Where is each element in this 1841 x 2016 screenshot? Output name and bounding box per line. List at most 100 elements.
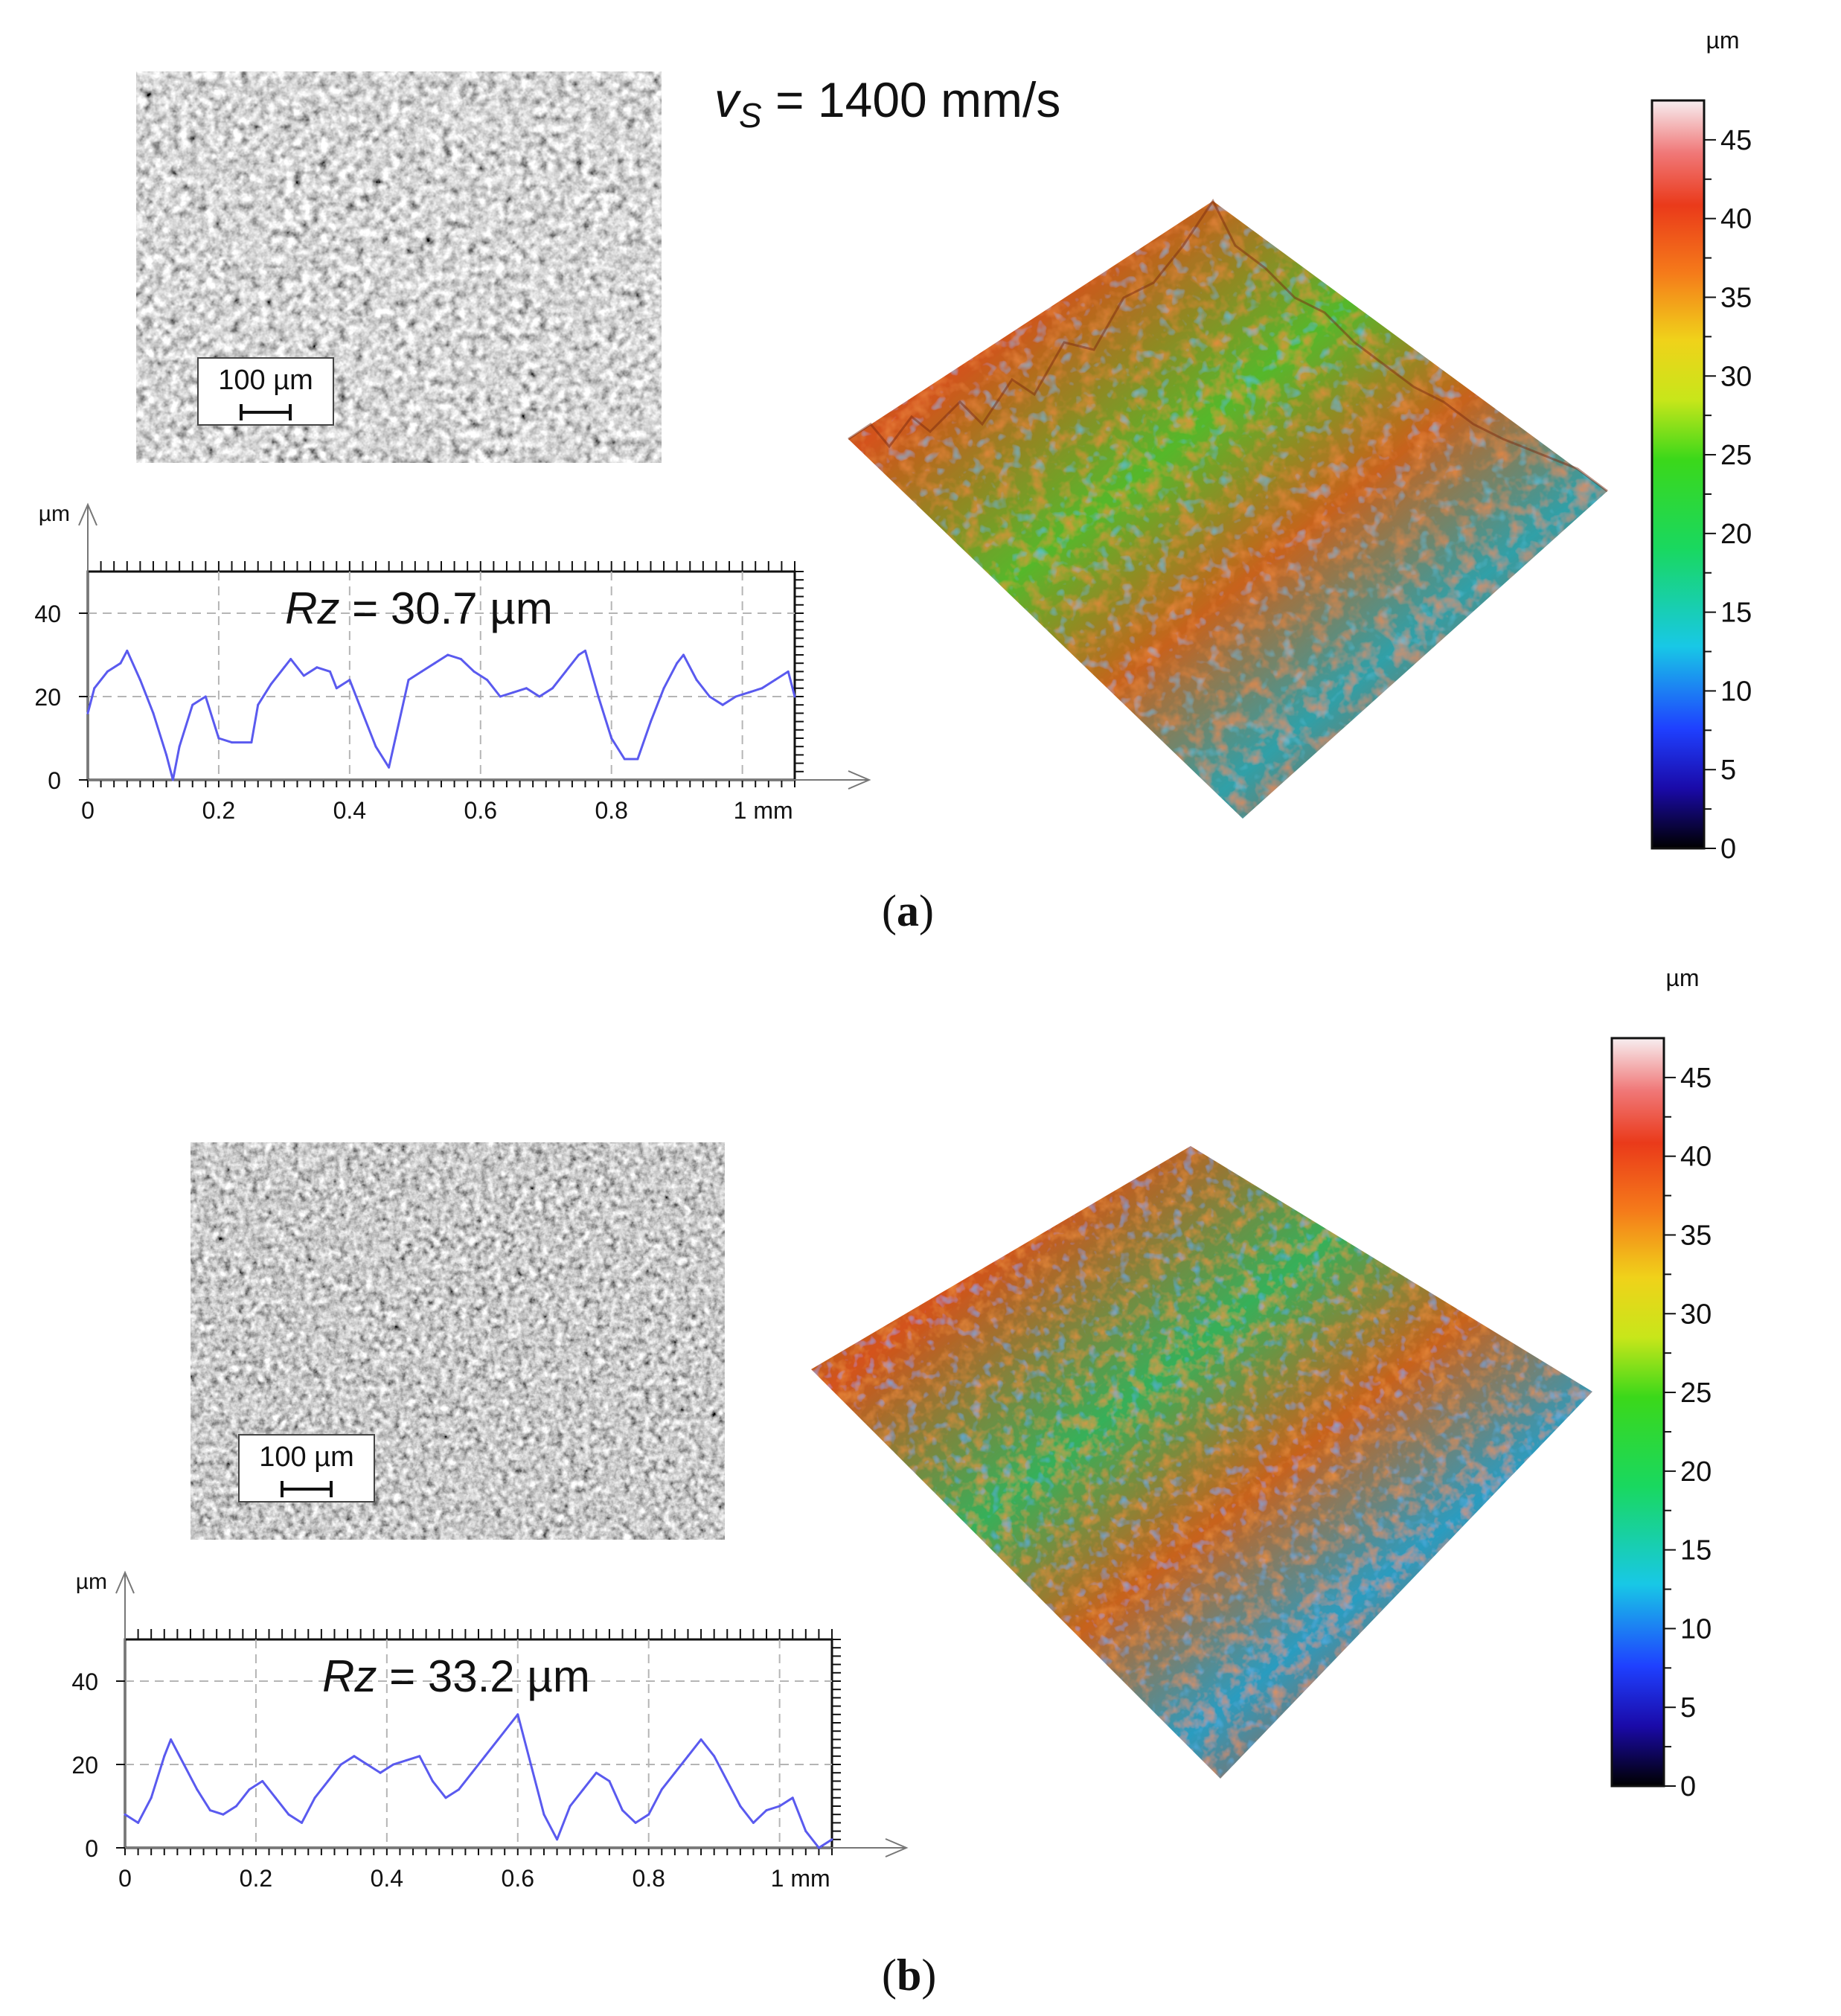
rz-label-a: Rz = 30.7 µm [285,583,553,633]
colorbar-b: µm 0 5 10 15 20 25 30 35 40 45 [1610,964,1712,1802]
colorbar-a: µm 0 5 10 15 20 25 30 35 40 45 [1651,27,1752,865]
profile-point-b [431,1779,434,1782]
scale-bar-label-b: 100 µm [259,1441,354,1473]
caption-b-close: ) [921,1951,937,2000]
scale-bar-a: 100 µm [197,357,334,426]
colorbar-tick-label-a-5: 25 [1720,440,1752,471]
profile-point-b [608,1779,611,1782]
profile-point-a [257,703,260,706]
profile-point-a [551,687,554,690]
profile-point-b [713,1755,716,1758]
profile-point-b [699,1738,702,1741]
profile-point-a [459,658,462,661]
profile-point-b [569,1805,571,1808]
colorbar-tick-label-a-8: 40 [1720,204,1752,235]
profile-xtick-label-b-5: 1 mm [771,1865,830,1892]
profile-point-b [804,1830,807,1833]
profile-point-b [365,1763,368,1766]
profile-xtick-label-b-3: 0.6 [502,1865,534,1892]
profile-point-a [231,741,234,744]
profile-point-b [686,1755,689,1758]
profile-point-b [726,1779,729,1782]
profile-x-arrow-b [885,1838,909,1857]
profile-point-a [289,658,292,661]
colorbar-tick-label-b-9: 45 [1680,1063,1712,1094]
profile-point-a [283,666,286,669]
profile-point-a [191,703,194,706]
profile-point-b [765,1809,768,1812]
profile-point-a [86,711,89,714]
colorbar-tick-label-b-0: 0 [1680,1771,1696,1802]
profile-point-a [394,737,397,740]
profile-point-a [787,670,790,673]
profile-point-b [379,1771,382,1774]
profile-point-b [647,1813,650,1816]
profile-point-b [444,1796,447,1799]
colorbar-tick-label-b-2: 10 [1680,1613,1712,1645]
profile-point-b [817,1846,820,1849]
profile-point-b [516,1713,519,1716]
profile-point-a [761,687,763,690]
speed-symbol: v [714,72,739,127]
profile-point-b [274,1796,277,1799]
profile-point-b [405,1759,408,1761]
profile-point-b [301,1821,303,1824]
profile-point-a [734,695,737,698]
profile-point-a [721,703,724,706]
colorbar-tick-label-b-8: 40 [1680,1142,1712,1173]
profile-point-a [486,679,489,682]
colorbar-gradient-a [1651,99,1706,850]
profile-point-a [662,687,665,690]
speed-value: = 1400 mm/s [761,72,1061,127]
rz-symbol-b: Rz [322,1651,377,1701]
profile-unit-a: µm [39,502,70,526]
profile-point-a [512,691,515,694]
profile-point-b [327,1779,330,1782]
profile-point-a [93,687,96,690]
profile-xtick-label-b-2: 0.4 [371,1865,403,1892]
profile-point-a [217,737,220,740]
profile-point-a [302,674,305,677]
profile-point-a [623,758,626,761]
profile-line-b [124,1713,833,1849]
rz-label-b: Rz = 33.2 µm [322,1651,590,1701]
profile-point-a [361,711,364,714]
profile-ytick-label-a-1: 20 [34,684,61,711]
profile-point-b [124,1813,127,1816]
profile-point-a [433,662,436,665]
profile-ytick-label-a-2: 40 [34,601,61,627]
caption-a-letter: a [896,886,919,935]
profile-point-a [178,745,181,748]
profile-xtick-label-a-2: 0.4 [333,797,366,824]
profile-point-b [621,1809,624,1812]
caption-b: (b) [882,1950,936,2001]
profile-point-b [739,1805,742,1808]
profile-point-b [339,1763,342,1766]
caption-b-letter: b [896,1951,922,2000]
profile-point-b [170,1738,173,1741]
profile-point-b [458,1788,461,1791]
profile-point-b [542,1813,545,1816]
scan-speed-label: vS = 1400 mm/s [714,71,1060,135]
profile-y-arrow-a [78,502,97,526]
profile-point-a [676,662,679,665]
profile-xtick-label-a-4: 0.8 [595,797,627,824]
profile-point-b [529,1763,532,1766]
profile-point-b [510,1721,513,1724]
profile-point-b [484,1755,487,1758]
profile-ytick-label-a-0: 0 [48,767,61,794]
colorbar-unit-a: µm [1706,27,1739,54]
micrograph-image-a: 100 µm [136,71,662,463]
profile-point-a [636,758,639,761]
colorbar-gradient-b [1610,1037,1665,1788]
profile-line-a [86,649,796,781]
profile-ytick-label-b-0: 0 [85,1835,98,1862]
surface-3d-a [848,199,1608,819]
profile-point-a [126,649,129,652]
profile-xtick-label-b-1: 0.2 [240,1865,272,1892]
micrograph-image-b: 100 µm [190,1142,725,1540]
profile-point-a [747,691,750,694]
profile-point-b [595,1771,598,1774]
profile-point-a [335,687,338,690]
profile-point-a [538,695,541,698]
